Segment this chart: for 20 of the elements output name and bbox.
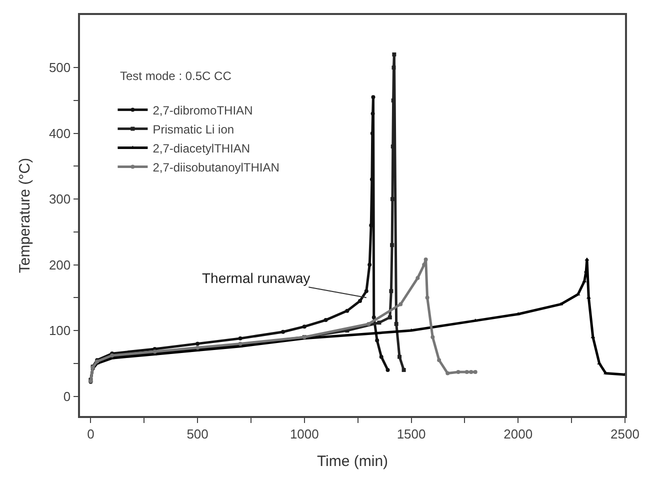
legend-label: 2,7-diacetylTHIAN <box>152 141 250 156</box>
legend-label: 2,7-dibromoTHIAN <box>152 103 253 118</box>
x-tick-label: 2500 <box>610 426 640 442</box>
y-axis-title: Temperature (°C) <box>16 158 34 274</box>
y-tick-label: 0 <box>63 388 71 404</box>
legend-label: 2,7-diisobutanoylTHIAN <box>152 160 280 174</box>
y-tick-label: 400 <box>48 126 71 141</box>
legend-label: Prismatic Li ion <box>152 122 234 136</box>
x-tick-label: 1000 <box>290 426 319 442</box>
annotation: Test mode : 0.5C CC <box>120 69 232 83</box>
y-tick-label: 500 <box>48 60 71 76</box>
x-tick-label: 0 <box>87 426 94 442</box>
x-tick-label: 1500 <box>396 426 426 442</box>
x-tick-label: 2000 <box>504 426 533 442</box>
y-tick-label: 300 <box>48 192 71 207</box>
y-tick-label: 200 <box>48 257 71 272</box>
y-tick-label: 100 <box>48 323 71 338</box>
x-tick-label: 500 <box>186 426 208 442</box>
x-axis-title: Time (min) <box>316 452 388 470</box>
annotation: Thermal runaway <box>202 270 310 286</box>
